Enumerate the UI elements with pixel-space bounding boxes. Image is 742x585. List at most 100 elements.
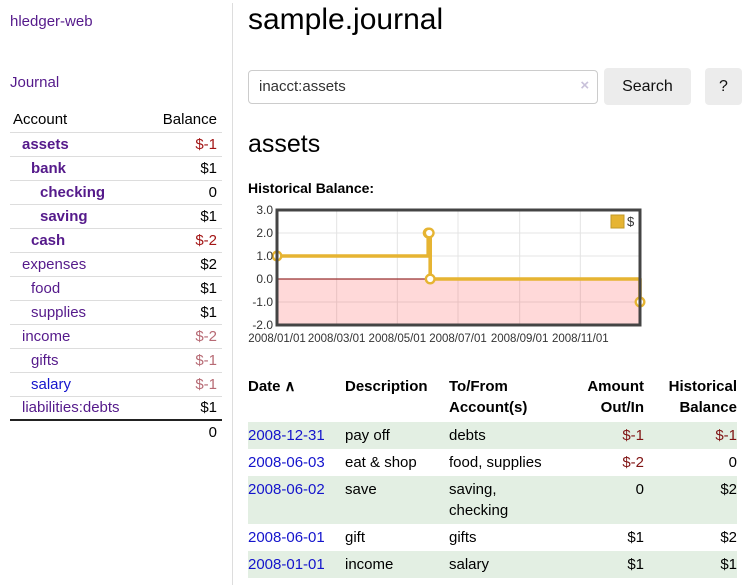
transaction-date-link[interactable]: 2008-06-03 (248, 454, 325, 471)
accounts-table: Account Balance assets $-1 bank $1 checking 0… (10, 108, 222, 444)
account-heading: assets (248, 130, 321, 158)
transaction-amount: $-1 (622, 427, 644, 444)
sidebar: hledger-web Journal Account Balance asse… (0, 3, 233, 585)
svg-text:2008/09/01: 2008/09/01 (491, 333, 549, 345)
app-title-link[interactable]: hledger-web (10, 13, 93, 30)
sidebar-account-income[interactable]: income (22, 327, 71, 345)
transaction-row: 2008-06-01 gift gifts $1 $2 (248, 524, 737, 551)
transaction-accounts: saving, checking (449, 481, 509, 519)
account-balance: $-1 (195, 375, 217, 393)
legend-label: $ (627, 214, 635, 229)
account-row: supplies $1 (10, 300, 222, 324)
sidebar-account-cash[interactable]: cash (31, 231, 66, 249)
account-balance: 0 (208, 183, 217, 201)
nav-journal-link[interactable]: Journal (10, 74, 60, 91)
account-balance: $1 (200, 303, 217, 321)
account-balance: $2 (200, 255, 217, 273)
account-row: food $1 (10, 276, 222, 300)
chart-title: Historical Balance: (248, 180, 375, 196)
legend-swatch (610, 214, 625, 229)
historical-balance-chart: $3.0 2.0 1.0 0.0 -1.0 -2.0 2008/01/01 2008/03/0… (248, 203, 742, 358)
sidebar-account-bank[interactable]: bank (31, 159, 67, 177)
search-button[interactable]: Search (604, 68, 691, 105)
account-balance: $-1 (195, 351, 217, 369)
account-balance: $-1 (195, 135, 217, 153)
account-row: checking 0 (10, 180, 222, 204)
sidebar-account-gifts[interactable]: gifts (31, 351, 59, 369)
account-balance: $1 (200, 399, 217, 417)
transaction-balance: $2 (720, 481, 737, 498)
register-header-date[interactable]: Date ∧ (248, 378, 296, 395)
transaction-balance: $-1 (715, 427, 737, 444)
accounts-total-row: 0 (10, 419, 222, 444)
sidebar-account-saving[interactable]: saving (40, 207, 88, 225)
transaction-date-link[interactable]: 2008-12-31 (248, 427, 325, 444)
search-form: × Search ? (248, 68, 742, 105)
transaction-accounts: debts (449, 427, 486, 444)
transaction-balance: $1 (720, 556, 737, 573)
account-row: expenses $2 (10, 252, 222, 276)
sort-asc-icon: ∧ (284, 378, 296, 395)
main-content: sample.journal × Search ? assets Histori… (234, 3, 742, 578)
transaction-amount: 0 (635, 481, 644, 498)
search-input[interactable] (248, 69, 599, 104)
account-row: assets $-1 (10, 132, 222, 156)
transaction-description: gift (345, 529, 366, 546)
svg-text:-2.0: -2.0 (252, 318, 273, 332)
transaction-accounts: gifts (449, 529, 477, 546)
svg-text:-1.0: -1.0 (252, 295, 273, 309)
transaction-description: income (345, 556, 394, 573)
register-header-amount: Amount Out/In (587, 378, 644, 416)
svg-text:2008/07/01: 2008/07/01 (429, 333, 487, 345)
svg-text:2.0: 2.0 (256, 226, 273, 240)
transaction-balance: $2 (720, 529, 737, 546)
register-header-accounts: To/From Account(s) (449, 378, 528, 416)
transaction-row: 2008-06-03 eat & shop food, supplies $-2 0 (248, 449, 737, 476)
account-balance: $-2 (195, 231, 217, 249)
account-row: salary $-1 (10, 372, 222, 396)
svg-text:1.0: 1.0 (256, 249, 273, 263)
transaction-accounts: salary (449, 556, 490, 573)
account-row: income $-2 (10, 324, 222, 348)
register-header-description: Description (345, 378, 428, 395)
transaction-date-link[interactable]: 2008-06-01 (248, 529, 325, 546)
sidebar-account-salary[interactable]: salary (31, 375, 72, 393)
transaction-row: 2008-01-01 income salary $1 $1 (248, 551, 737, 578)
sidebar-account-checking[interactable]: checking (40, 183, 106, 201)
account-row: liabilities:debts $1 (10, 396, 222, 420)
transaction-accounts: food, supplies (449, 454, 542, 471)
accounts-total-balance: 0 (147, 419, 222, 444)
account-balance: $1 (200, 159, 217, 177)
transaction-row: 2008-06-02 save saving, checking 0 $2 (248, 476, 737, 524)
account-row: bank $1 (10, 156, 222, 180)
svg-text:2008/11/01: 2008/11/01 (552, 333, 609, 345)
sidebar-account-supplies[interactable]: supplies (31, 303, 87, 321)
sidebar-account-expenses[interactable]: expenses (22, 255, 87, 273)
account-row: cash $-2 (10, 228, 222, 252)
help-button[interactable]: ? (704, 68, 742, 105)
transaction-amount: $-2 (622, 454, 644, 471)
transaction-date-link[interactable]: 2008-06-02 (248, 481, 325, 498)
transaction-description: eat & shop (345, 454, 417, 471)
clear-search-icon[interactable]: × (580, 76, 590, 94)
transaction-amount: $1 (627, 556, 644, 573)
account-balance: $1 (200, 279, 217, 297)
transaction-balance: 0 (728, 454, 737, 471)
sidebar-account-liabilities-debts[interactable]: liabilities:debts (22, 399, 120, 417)
sidebar-account-assets[interactable]: assets (22, 135, 69, 153)
transaction-date-link[interactable]: 2008-01-01 (248, 556, 325, 573)
transaction-row: 2008-12-31 pay off debts $-1 $-1 (248, 422, 737, 449)
register-header-balance: Historical Balance (668, 378, 737, 416)
svg-text:0.0: 0.0 (256, 272, 273, 286)
sidebar-account-food[interactable]: food (31, 279, 61, 297)
page-title: sample.journal (248, 3, 444, 36)
transaction-description: pay off (345, 427, 390, 444)
register-table: Date ∧ Description To/From Account(s) Amo… (248, 374, 737, 578)
account-row: gifts $-1 (10, 348, 222, 372)
accounts-header-balance: Balance (162, 111, 217, 129)
svg-text:2008/01/01: 2008/01/01 (248, 333, 306, 345)
svg-text:2008/03/01: 2008/03/01 (308, 333, 366, 345)
svg-text:3.0: 3.0 (256, 203, 273, 217)
accounts-header-account: Account (13, 111, 68, 129)
